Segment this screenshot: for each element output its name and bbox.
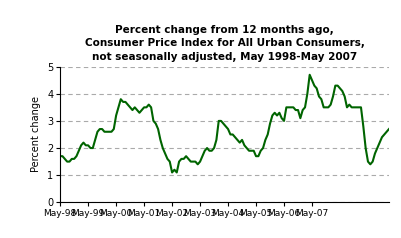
Title: Percent change from 12 months ago,
Consumer Price Index for All Urban Consumers,: Percent change from 12 months ago, Consu… xyxy=(85,25,365,62)
Y-axis label: Percent change: Percent change xyxy=(31,96,41,173)
